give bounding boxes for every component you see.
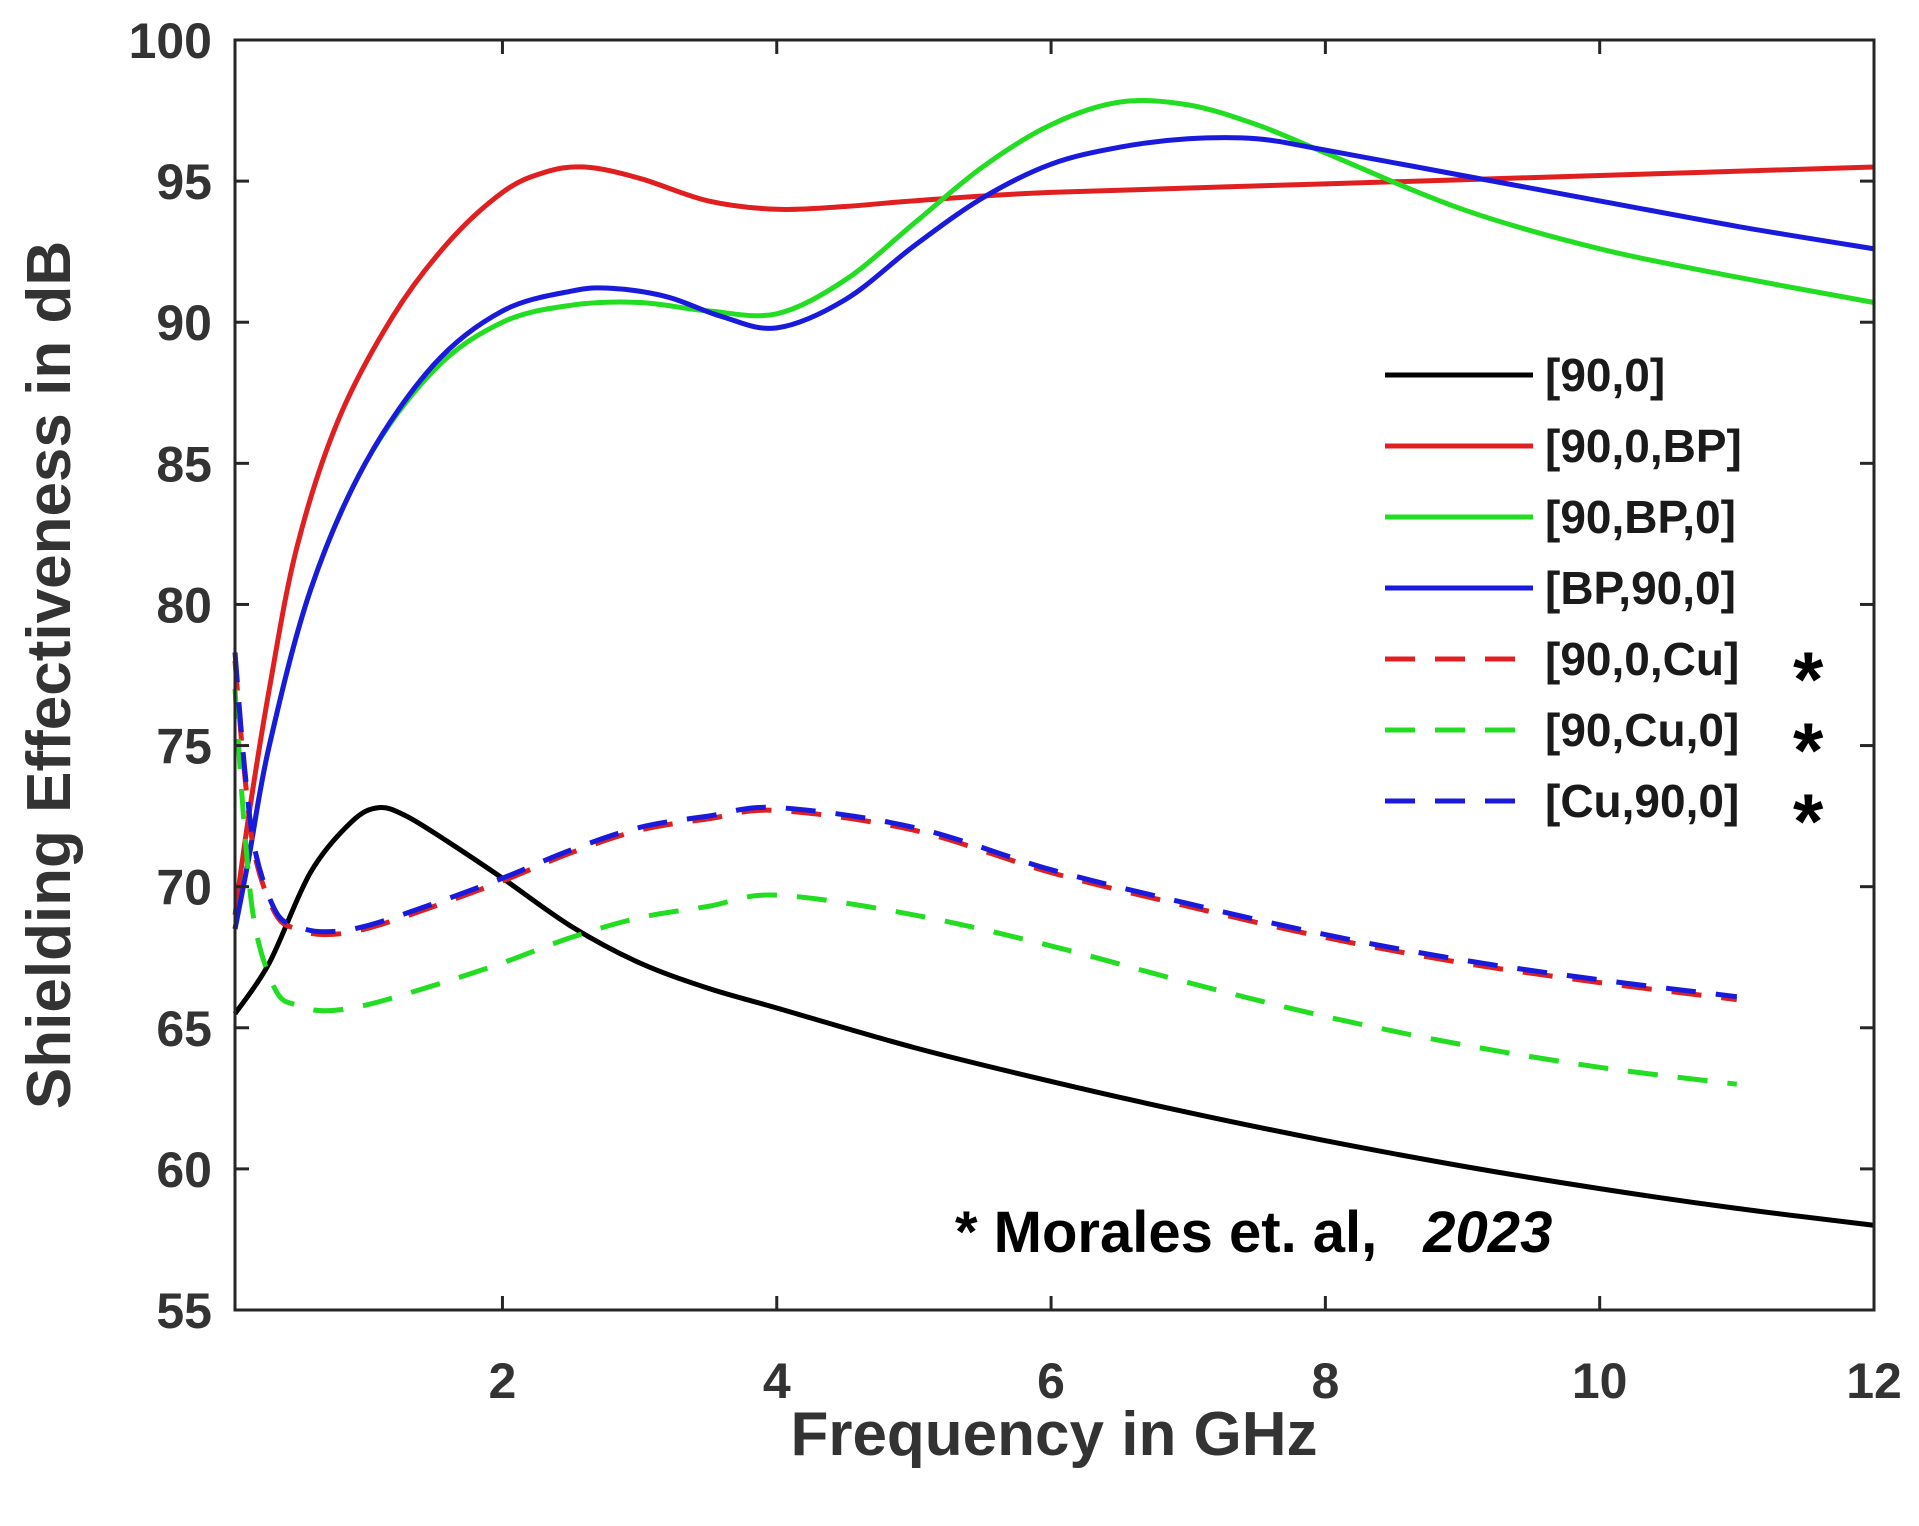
legend-label: [BP,90,0] xyxy=(1545,562,1736,614)
series-line-90-0 xyxy=(232,804,1875,1228)
y-tick-label: 100 xyxy=(129,13,212,69)
legend-star-marker: * xyxy=(1793,777,1824,865)
legend-label: [90,0] xyxy=(1545,349,1665,401)
legend-label: [Cu,90,0] xyxy=(1545,775,1739,827)
legend-item-90-0: [90,0] xyxy=(1385,349,1665,401)
series-line-90-cu-0 xyxy=(232,688,1738,1087)
x-tick-label: 10 xyxy=(1572,1353,1628,1409)
citation-annotation: * Morales et. al, 2023 xyxy=(955,1200,1552,1265)
series-line-cu-90-0 xyxy=(232,652,1738,1000)
x-tick-label: 4 xyxy=(763,1353,791,1409)
x-tick-label: 8 xyxy=(1311,1353,1339,1409)
legend-label: [90,0,Cu] xyxy=(1545,633,1739,685)
legend-label: [90,BP,0] xyxy=(1545,491,1736,543)
legend-label: [90,0,BP] xyxy=(1545,420,1742,472)
x-tick-label: 12 xyxy=(1846,1353,1902,1409)
citation-text: * Morales et. al, xyxy=(955,1200,1377,1265)
legend-item-90-0-cu: [90,0,Cu] * xyxy=(1385,633,1824,723)
legend-label: [90,Cu,0] xyxy=(1545,704,1739,756)
y-tick-label: 60 xyxy=(156,1142,212,1198)
legend-star-marker: * xyxy=(1793,706,1824,794)
legend-item-90-bp-0: [90,BP,0] xyxy=(1385,491,1736,543)
y-tick-label: 70 xyxy=(156,860,212,916)
y-tick-label: 80 xyxy=(156,577,212,633)
y-tick-label: 55 xyxy=(156,1283,212,1339)
citation-year: 2023 xyxy=(1422,1200,1552,1265)
y-axis-label: Shielding Effectiveness in dB xyxy=(15,241,84,1109)
x-axis-label: Frequency in GHz xyxy=(790,1400,1317,1469)
series-line-bp-90-0 xyxy=(232,135,1875,930)
tick-layer: 2 4 6 8 10 12 55 60 65 70 75 80 85 90 95 100 xyxy=(129,13,1902,1409)
legend-item-90-cu-0: [90,Cu,0] * xyxy=(1385,704,1824,794)
y-tick-label: 90 xyxy=(156,295,212,351)
legend-item-cu-90-0: [Cu,90,0] * xyxy=(1385,775,1824,865)
legend-item-90-0-bp: [90,0,BP] xyxy=(1385,420,1742,472)
x-tick-label: 2 xyxy=(489,1353,517,1409)
y-tick-label: 75 xyxy=(156,719,212,775)
plot-frame xyxy=(233,38,1876,1312)
series-layer xyxy=(232,98,1875,1228)
x-tick-label: 6 xyxy=(1037,1353,1065,1409)
y-tick-label: 85 xyxy=(156,436,212,492)
y-tick-label: 65 xyxy=(156,1001,212,1057)
legend-item-bp-90-0: [BP,90,0] xyxy=(1385,562,1736,614)
legend-star-marker: * xyxy=(1793,635,1824,723)
series-line-90-0-bp xyxy=(232,164,1875,916)
y-tick-label: 95 xyxy=(156,154,212,210)
legend: [90,0] [90,0,BP] [90,BP,0] [BP,90,0] [90,0,C… xyxy=(1385,349,1824,865)
